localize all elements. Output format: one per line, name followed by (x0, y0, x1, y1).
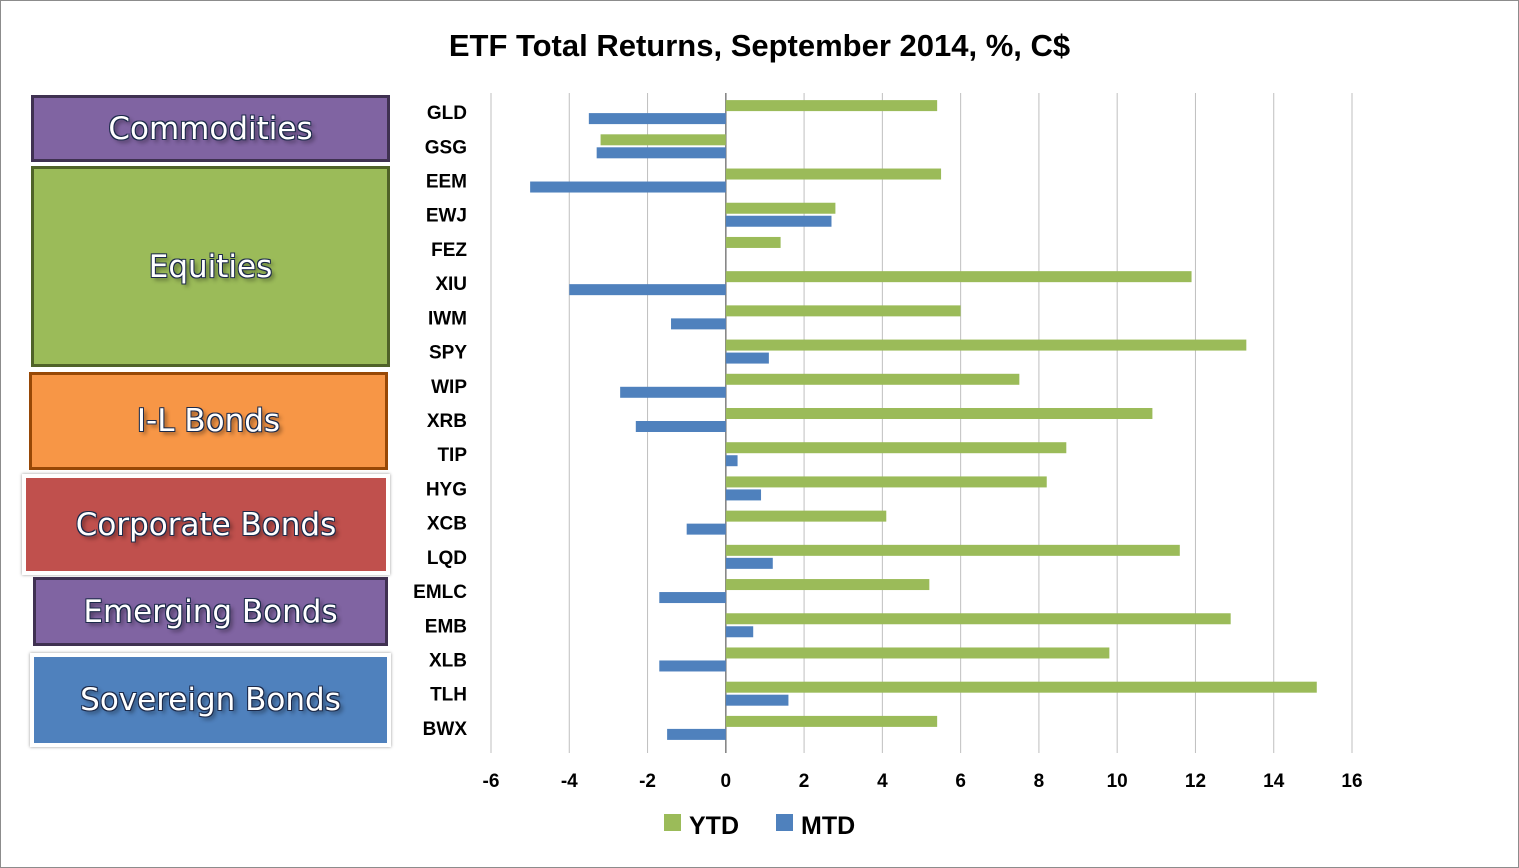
category-label: SPY (429, 343, 467, 364)
x-tick-label: 0 (721, 771, 732, 792)
bar-ytd (725, 510, 887, 522)
bar-mtd (659, 660, 726, 672)
bar-mtd (725, 489, 762, 501)
legend-label-ytd: YTD (689, 812, 739, 840)
category-label: TLH (430, 685, 467, 706)
category-label: EMB (425, 616, 467, 637)
bar-mtd (620, 386, 726, 398)
bar-ytd (725, 202, 836, 214)
category-label: LQD (427, 548, 467, 569)
group-label-corporate-bonds: Corporate Bonds (22, 474, 390, 575)
bar-ytd (725, 271, 1192, 283)
bar-mtd (725, 455, 738, 467)
x-tick-label: -2 (639, 771, 656, 792)
x-tick-label: 6 (955, 771, 966, 792)
bar-mtd (725, 694, 789, 706)
bar-ytd (725, 579, 930, 591)
category-label: HYG (426, 479, 467, 500)
category-label: EEM (426, 172, 467, 193)
bar-mtd (569, 284, 726, 296)
category-label: XCB (427, 514, 467, 535)
bar-ytd (725, 168, 942, 180)
bar-ytd (725, 476, 1047, 488)
bar-mtd (725, 215, 832, 227)
category-label: XLB (429, 650, 467, 671)
x-tick-label: 8 (1034, 771, 1045, 792)
group-label-sovereign-bonds: Sovereign Bonds (30, 653, 391, 747)
bar-ytd (725, 236, 781, 248)
bar-ytd (725, 544, 1180, 556)
category-label: EWJ (426, 206, 467, 227)
category-label: XIU (435, 274, 467, 295)
x-tick-label: 4 (877, 771, 888, 792)
bar-mtd (635, 421, 726, 432)
bar-mtd (659, 592, 726, 604)
category-label: GSG (425, 137, 467, 158)
x-tick-label: 2 (799, 771, 810, 792)
bar-mtd (530, 181, 726, 193)
x-tick-label: 16 (1341, 771, 1362, 792)
bar-ytd (725, 373, 1020, 385)
bar-ytd (725, 613, 1231, 625)
bar-mtd (686, 523, 726, 535)
bar-mtd (596, 147, 726, 159)
legend-swatch-ytd (664, 814, 681, 831)
bar-mtd (588, 113, 726, 125)
group-label-commodities: Commodities (31, 95, 390, 162)
bar-ytd (725, 715, 938, 727)
category-label: GLD (427, 103, 467, 124)
category-label: EMLC (413, 582, 467, 603)
bar-ytd (725, 339, 1247, 351)
bar-ytd (600, 134, 726, 146)
bar-mtd (725, 626, 754, 638)
group-label-equities: Equities (31, 166, 390, 367)
legend-label-mtd: MTD (801, 812, 855, 840)
group-label-emerging-bonds: Emerging Bonds (33, 577, 388, 646)
bar-mtd (725, 352, 769, 364)
x-tick-label: -6 (483, 771, 500, 792)
bar-ytd (725, 305, 961, 317)
bar-mtd (725, 557, 773, 569)
category-label: XRB (427, 411, 467, 432)
category-label: IWM (428, 308, 467, 329)
category-label: BWX (423, 719, 468, 740)
bar-ytd (725, 100, 938, 112)
bar-mtd (667, 728, 726, 740)
category-label: TIP (437, 445, 467, 466)
bar-ytd (725, 408, 1153, 419)
bar-mtd (671, 318, 726, 330)
category-label: FEZ (431, 240, 467, 261)
x-tick-label: 12 (1185, 771, 1206, 792)
category-label: WIP (431, 377, 467, 398)
group-label-il-bonds: I-L Bonds (29, 372, 388, 470)
bar-ytd (725, 681, 1317, 693)
x-tick-label: 14 (1263, 771, 1285, 792)
chart-title: ETF Total Returns, September 2014, %, C$ (448, 28, 1071, 63)
legend-swatch-mtd (776, 814, 793, 831)
bar-ytd (725, 647, 1110, 659)
x-tick-label: -4 (561, 771, 578, 792)
x-tick-label: 10 (1107, 771, 1128, 792)
bar-ytd (725, 442, 1067, 454)
